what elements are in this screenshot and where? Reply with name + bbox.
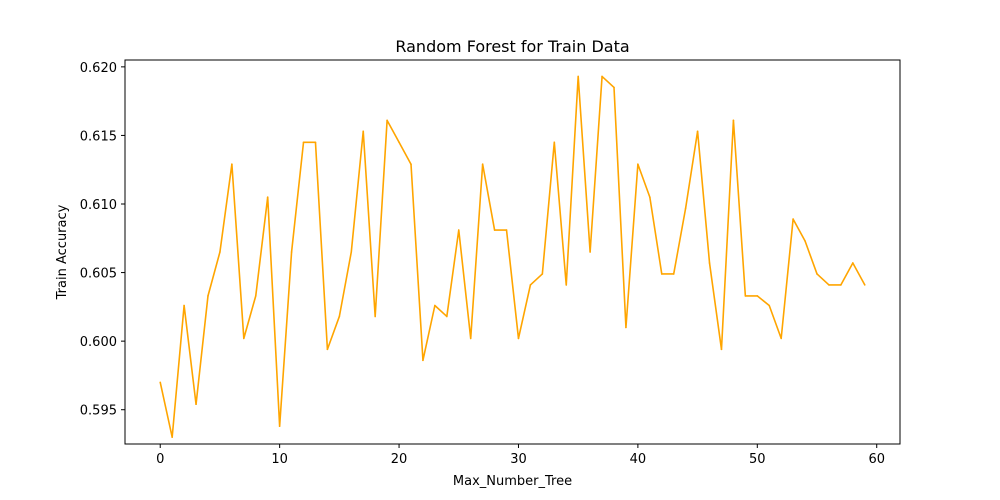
data-point (637, 163, 639, 166)
data-point (302, 141, 305, 144)
x-tick-label: 20 (391, 452, 408, 467)
data-point (314, 141, 317, 144)
data-point (732, 119, 735, 122)
data-point (410, 163, 412, 166)
data-point (266, 196, 269, 198)
data-point (660, 273, 663, 275)
plot-frame (124, 59, 901, 445)
x-tick-label: 60 (868, 452, 885, 467)
data-point (457, 229, 460, 231)
data-point (529, 284, 532, 286)
data-point (625, 326, 627, 329)
data-point (768, 304, 771, 307)
x-tick-label: 50 (749, 452, 766, 467)
y-tick-label: 0.620 (80, 61, 117, 76)
data-point (493, 229, 496, 231)
y-tick-label: 0.615 (80, 129, 117, 144)
y-tick-label: 0.610 (80, 198, 117, 213)
data-point (469, 337, 472, 340)
data-point (756, 295, 759, 297)
x-tick-label: 40 (630, 452, 647, 467)
data-point (708, 262, 711, 264)
data-point (672, 273, 675, 275)
data-point (422, 359, 424, 362)
data-point (374, 315, 376, 318)
data-point (553, 141, 556, 144)
x-axis-title: Max_Number_Tree (453, 474, 572, 489)
data-point (840, 284, 842, 286)
data-point (231, 163, 233, 166)
data-point (195, 403, 197, 406)
data-point (171, 436, 173, 438)
x-tick-label: 30 (510, 452, 527, 467)
data-point (541, 273, 544, 275)
data-point (684, 207, 687, 209)
data-point (720, 348, 723, 351)
data-point (780, 337, 782, 340)
data-point (649, 196, 651, 198)
data-point (481, 163, 484, 166)
data-point (744, 295, 747, 297)
data-point (828, 284, 830, 286)
data-point (254, 295, 257, 297)
y-axis-title: Train Accuracy (55, 204, 70, 300)
data-point (386, 119, 388, 122)
data-point (816, 273, 818, 275)
data-point (434, 304, 436, 307)
y-tick-label: 0.600 (80, 335, 117, 350)
data-point (183, 304, 185, 307)
series-layer (159, 75, 866, 438)
data-point (278, 425, 281, 427)
data-point (577, 75, 579, 78)
data-point (792, 218, 794, 220)
data-point (326, 348, 329, 351)
data-point (565, 284, 568, 286)
y-tick-label: 0.595 (80, 404, 117, 419)
data-point (613, 86, 615, 89)
y-tick-label: 0.605 (80, 267, 117, 282)
data-point (696, 130, 699, 133)
data-point (601, 75, 603, 78)
x-tick-label: 0 (156, 452, 164, 467)
data-point (290, 251, 293, 253)
data-point (243, 337, 245, 340)
data-point (398, 141, 400, 144)
series-line (159, 75, 866, 438)
data-point (589, 251, 591, 253)
data-point (505, 229, 508, 231)
data-point (338, 315, 341, 318)
data-point (852, 262, 854, 264)
data-point (219, 251, 221, 253)
x-tick-label: 10 (271, 452, 288, 467)
chart-title: Random Forest for Train Data (395, 37, 629, 56)
data-point (362, 130, 365, 133)
data-point (207, 295, 209, 297)
data-point (350, 251, 353, 253)
data-point (446, 315, 448, 318)
ticks-layer: 0 10 20 30 40 50 60 0.595 0.600 0.605 0.610 0.615 0.… (80, 61, 885, 467)
data-point (517, 337, 520, 340)
data-point (159, 381, 162, 384)
data-point (804, 240, 806, 242)
data-point (863, 284, 866, 286)
